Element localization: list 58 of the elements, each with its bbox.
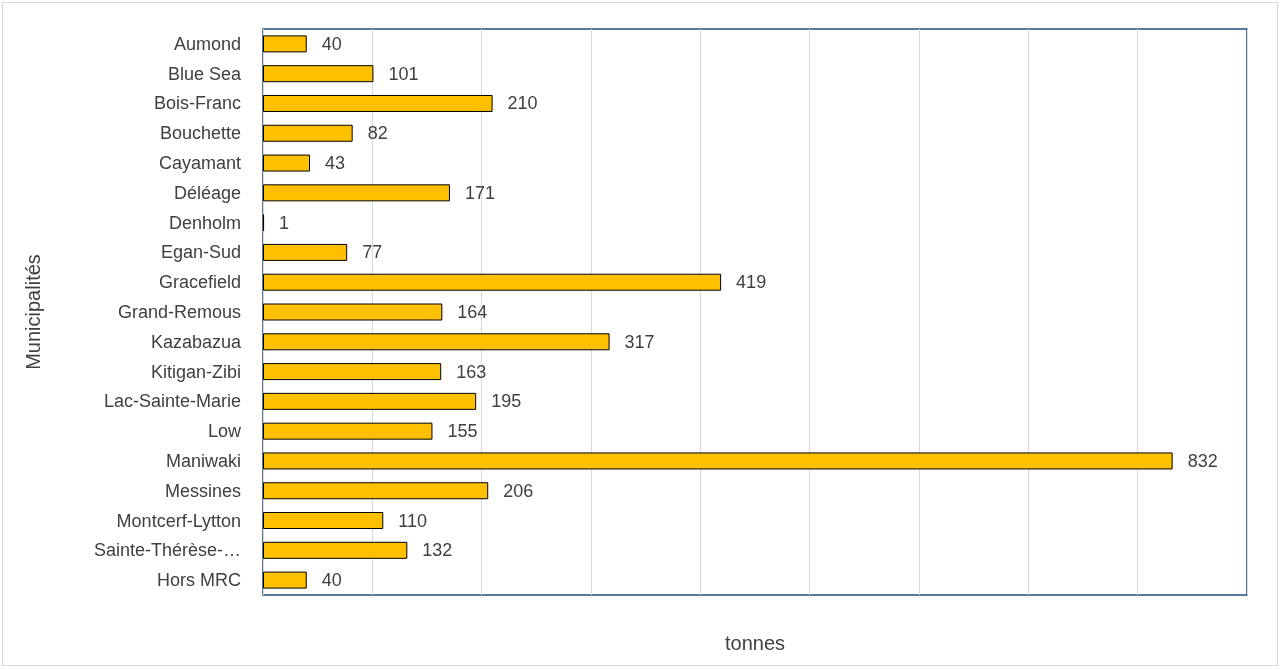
- data-label: 195: [491, 391, 522, 412]
- y-tick-label: Sainte-Thérèse-…: [93, 540, 241, 561]
- bar: [263, 333, 610, 351]
- data-label: 110: [398, 510, 427, 531]
- bar: [263, 512, 384, 530]
- y-tick-label: Montcerf-Lytton: [116, 510, 241, 531]
- bar: [263, 243, 348, 261]
- bar: [263, 154, 311, 172]
- y-tick-label: Messines: [164, 480, 241, 501]
- y-tick-label: Low: [207, 421, 242, 442]
- data-label: 101: [388, 63, 419, 84]
- y-tick-label: Hors MRC: [157, 570, 241, 591]
- bar: [263, 452, 1173, 470]
- y-tick-label: Maniwaki: [165, 450, 241, 471]
- bar: [263, 35, 307, 53]
- y-tick-label: Grand-Remous: [117, 302, 241, 322]
- data-label: 317: [624, 331, 655, 352]
- data-label: 43: [325, 153, 346, 174]
- data-label: 206: [503, 480, 534, 501]
- bar: [263, 571, 307, 589]
- y-tick-label: Denholm: [168, 212, 241, 233]
- bar: [263, 124, 353, 142]
- y-tick-label: Lac-Sainte-Marie: [103, 391, 241, 412]
- y-tick-label: Cayamant: [158, 153, 241, 174]
- x-axis-title: tonnes: [724, 632, 786, 654]
- bar: [263, 363, 442, 381]
- data-label: 132: [422, 540, 453, 561]
- data-label: 40: [321, 33, 342, 54]
- y-tick-label: Bouchette: [159, 123, 241, 144]
- bar: [263, 541, 408, 559]
- data-label: 832: [1187, 450, 1218, 471]
- data-label: 171: [464, 182, 496, 203]
- bar: [263, 273, 722, 291]
- data-label: 77: [362, 242, 383, 263]
- data-label: 155: [447, 421, 478, 442]
- y-tick-label: Déléage: [173, 182, 241, 203]
- data-label: 1: [279, 212, 290, 233]
- data-label: 82: [367, 123, 388, 144]
- y-tick-label: Aumond: [173, 33, 241, 54]
- bar: [263, 422, 433, 440]
- y-tick-label: Gracefield: [158, 272, 241, 293]
- y-tick-label: Kazabazua: [150, 331, 242, 352]
- y-tick-label: Blue Sea: [167, 63, 242, 84]
- bar: [263, 482, 489, 500]
- data-label: 164: [457, 302, 488, 322]
- bar: [263, 65, 374, 83]
- bar: [263, 303, 443, 321]
- data-label: 210: [507, 93, 538, 114]
- bar: [263, 392, 477, 410]
- bar: [263, 94, 493, 112]
- y-tick-label: Bois-Franc: [153, 93, 241, 114]
- bar: [263, 184, 450, 202]
- data-label: 163: [456, 361, 487, 382]
- y-tick-label: Egan-Sud: [160, 242, 241, 263]
- data-label: 419: [736, 272, 767, 293]
- y-tick-label: Kitigan-Zibi: [150, 361, 241, 382]
- data-label: 40: [321, 570, 342, 591]
- y-axis-title: Municipalités: [22, 254, 44, 370]
